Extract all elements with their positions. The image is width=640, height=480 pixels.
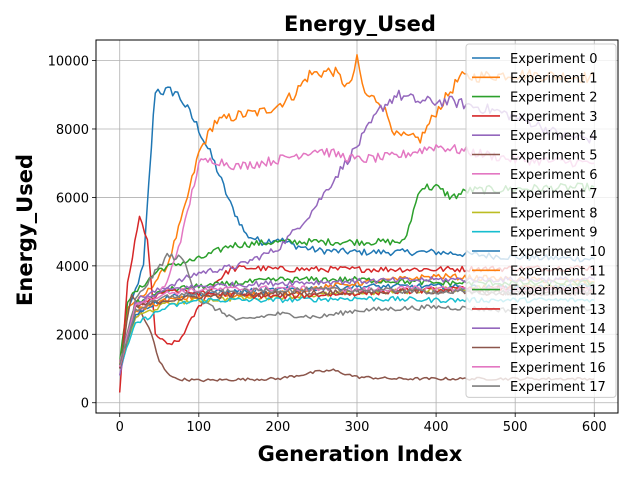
legend-label: Experiment 12 [510,284,606,299]
x-tick-label: 300 [345,420,370,435]
legend-label: Experiment 3 [510,110,598,125]
legend-label: Experiment 14 [510,322,606,337]
legend-label: Experiment 6 [510,168,598,183]
legend-label: Experiment 0 [510,52,598,67]
y-ticks: 0 2000 4000 6000 8000 10000 [48,55,96,412]
y-tick-label: 10000 [48,55,89,70]
legend-label: Experiment 4 [510,129,598,144]
legend-label: Experiment 8 [510,206,598,221]
x-tick-label: 500 [503,420,528,435]
y-tick-label: 2000 [56,328,89,343]
x-tick-label: 0 [116,420,124,435]
y-tick-label: 0 [81,397,89,412]
legend: Experiment 0 Experiment 1 Experiment 2 Expe… [465,43,617,398]
legend-label: Experiment 2 [510,91,598,106]
legend-label: Experiment 17 [510,380,606,395]
x-tick-label: 600 [582,420,607,435]
x-tick-label: 400 [424,420,449,435]
y-tick-label: 8000 [56,123,89,138]
legend-label: Experiment 16 [510,361,606,376]
legend-label: Experiment 9 [510,226,598,241]
legend-label: Experiment 10 [510,245,606,260]
legend-label: Experiment 11 [510,264,606,279]
y-tick-label: 4000 [56,260,89,275]
legend-label: Experiment 1 [510,71,598,86]
legend-label: Experiment 7 [510,187,598,202]
legend-box [465,43,617,398]
y-tick-label: 6000 [56,191,89,206]
x-ticks: 0 100 200 300 400 500 600 [116,413,607,435]
y-axis-title: Energy_Used [13,154,37,306]
x-tick-label: 200 [265,420,290,435]
chart-title: Energy_Used [284,12,436,36]
x-tick-label: 100 [186,420,211,435]
legend-label: Experiment 5 [510,149,598,164]
legend-label: Experiment 13 [510,303,606,318]
x-axis-title: Generation Index [258,442,463,466]
legend-label: Experiment 15 [510,342,606,357]
